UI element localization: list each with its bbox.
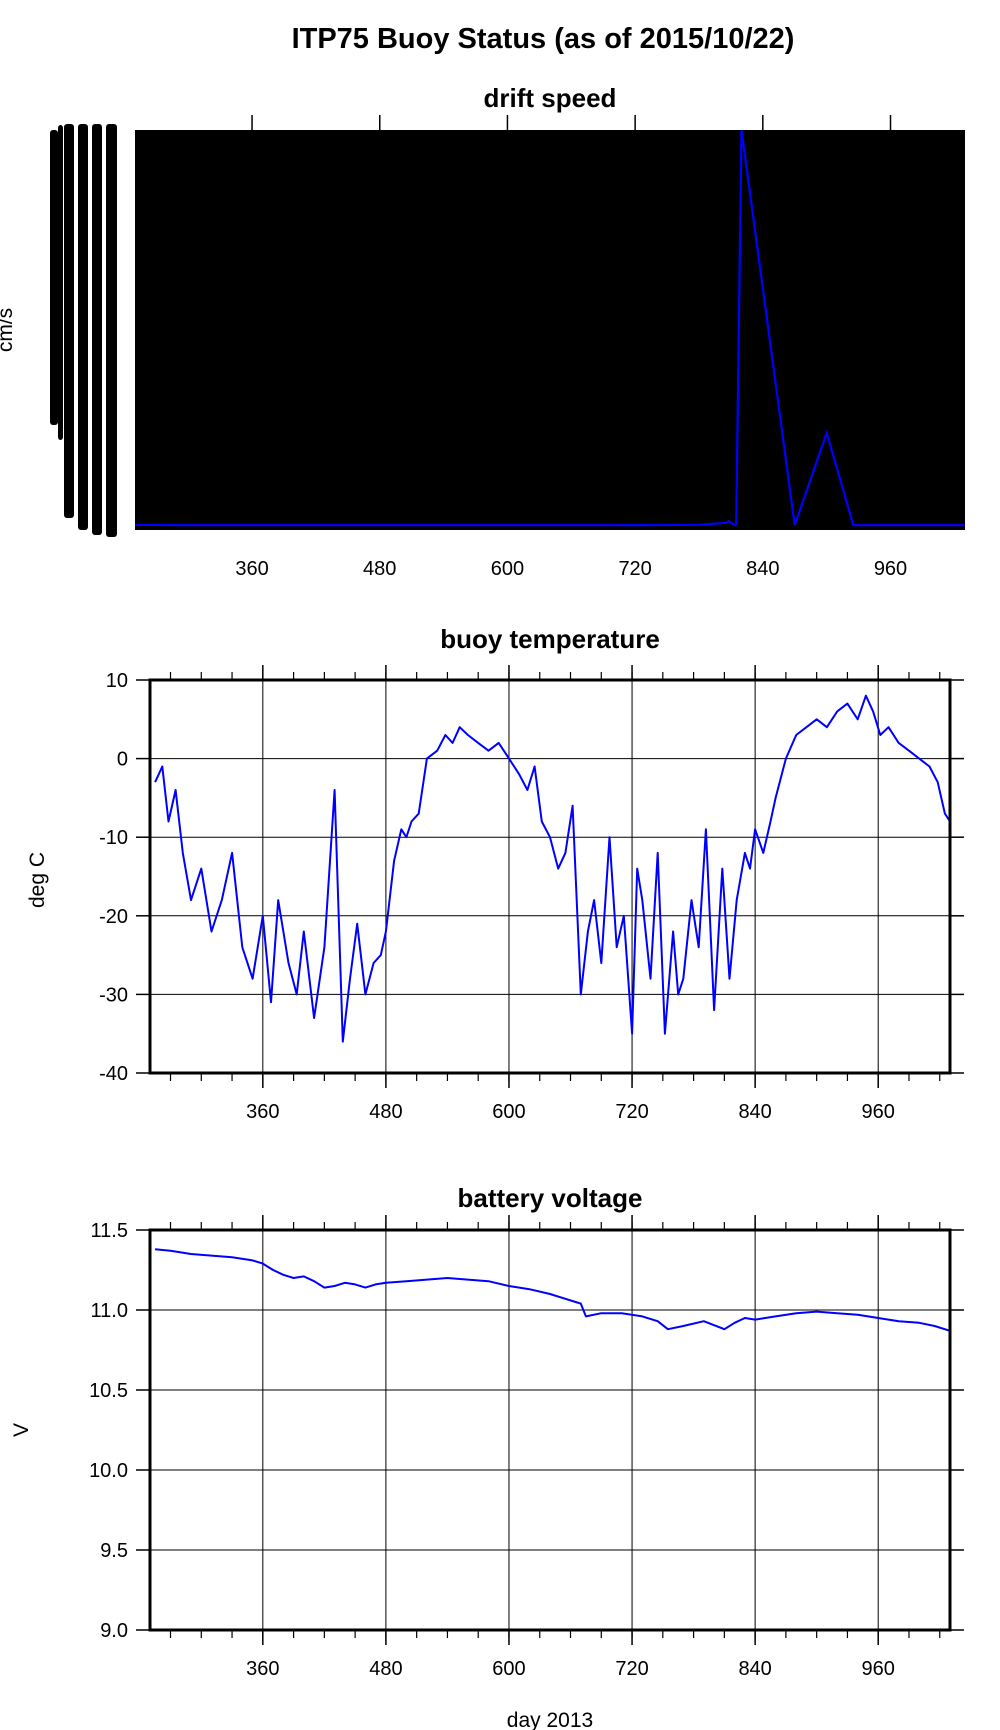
buoy-temperature-y-label: deg C bbox=[26, 852, 49, 908]
buoy-temperature-y-tick-label: -30 bbox=[99, 984, 128, 1006]
buoy-temperature-x-tick-label: 720 bbox=[615, 1101, 648, 1123]
buoy-temperature-y-tick-label: 0 bbox=[117, 749, 128, 771]
buoy-temperature-title: buoy temperature bbox=[440, 624, 660, 654]
buoy-temperature-y-tick-label: -40 bbox=[99, 1063, 128, 1085]
buoy-temperature-y-tick-label: -10 bbox=[99, 827, 128, 849]
battery-voltage-y-tick-label: 9.0 bbox=[100, 1620, 128, 1642]
battery-voltage-y-tick-label: 10.0 bbox=[89, 1460, 128, 1482]
battery-voltage-title: battery voltage bbox=[458, 1183, 643, 1213]
buoy-temperature-x-tick-label: 600 bbox=[492, 1101, 525, 1123]
buoy-temperature-x-tick-label: 840 bbox=[738, 1101, 771, 1123]
battery-voltage-y-tick-label: 9.5 bbox=[100, 1540, 128, 1562]
drift-speed-x-tick-label: 960 bbox=[874, 558, 907, 580]
buoy-temperature-x-tick-label: 360 bbox=[246, 1101, 279, 1123]
battery-voltage-frame bbox=[148, 1228, 952, 1632]
x-axis-label: day 2013 bbox=[507, 1709, 593, 1730]
drift-speed-x-tick-label: 600 bbox=[491, 558, 524, 580]
battery-voltage-x-tick-label: 960 bbox=[862, 1658, 895, 1680]
battery-voltage-series-line bbox=[154, 1248, 951, 1332]
drift-speed-panel: drift speed cm/s 360 480 600 720 840 960 bbox=[0, 83, 965, 580]
buoy-temperature-y-tick-label: -20 bbox=[99, 906, 128, 928]
figure-title: ITP75 Buoy Status (as of 2015/10/22) bbox=[292, 23, 795, 55]
drift-speed-y-label: cm/s bbox=[0, 308, 17, 352]
buoy-temperature-series-line bbox=[154, 694, 951, 1043]
buoy-temperature-panel: buoy temperature deg C -40 -30 -20 -10 0 10 36… bbox=[26, 624, 964, 1123]
drift-speed-overprint-4 bbox=[92, 124, 102, 535]
battery-voltage-y-label: V bbox=[10, 1423, 33, 1437]
battery-voltage-x-tick-label: 360 bbox=[246, 1658, 279, 1680]
battery-voltage-x-tick-label: 600 bbox=[492, 1658, 525, 1680]
battery-voltage-x-tick-label: 480 bbox=[369, 1658, 402, 1680]
drift-speed-plot-area bbox=[135, 130, 965, 530]
drift-speed-x-tick-label: 840 bbox=[746, 558, 779, 580]
battery-voltage-y-tick-label: 11.5 bbox=[91, 1220, 128, 1242]
battery-voltage-x-tick-label: 840 bbox=[738, 1658, 771, 1680]
battery-voltage-y-tick-label: 10.5 bbox=[89, 1380, 128, 1402]
drift-speed-x-tick-label: 720 bbox=[618, 558, 651, 580]
drift-speed-overprint-2 bbox=[64, 124, 74, 518]
buoy-temperature-x-tick-label: 480 bbox=[369, 1101, 402, 1123]
drift-speed-overprint-3 bbox=[78, 124, 88, 530]
battery-voltage-x-tick-label: 720 bbox=[615, 1658, 648, 1680]
drift-speed-title: drift speed bbox=[484, 83, 617, 113]
drift-speed-series-line bbox=[134, 129, 965, 527]
buoy-temperature-y-tick-label: 10 bbox=[106, 670, 128, 692]
battery-voltage-panel: battery voltage V day 2013 9.0 9.5 10.0 10.… bbox=[10, 1183, 964, 1730]
drift-speed-x-tick-label: 360 bbox=[235, 558, 268, 580]
battery-voltage-y-tick-label: 11.0 bbox=[91, 1300, 128, 1322]
drift-speed-overprint-0 bbox=[50, 130, 58, 425]
drift-speed-x-tick-label: 480 bbox=[363, 558, 396, 580]
drift-speed-overprint-1 bbox=[58, 125, 63, 440]
drift-speed-overprint-5 bbox=[106, 124, 117, 537]
buoy-temperature-frame bbox=[148, 678, 952, 1075]
buoy-temperature-x-tick-label: 960 bbox=[862, 1101, 895, 1123]
